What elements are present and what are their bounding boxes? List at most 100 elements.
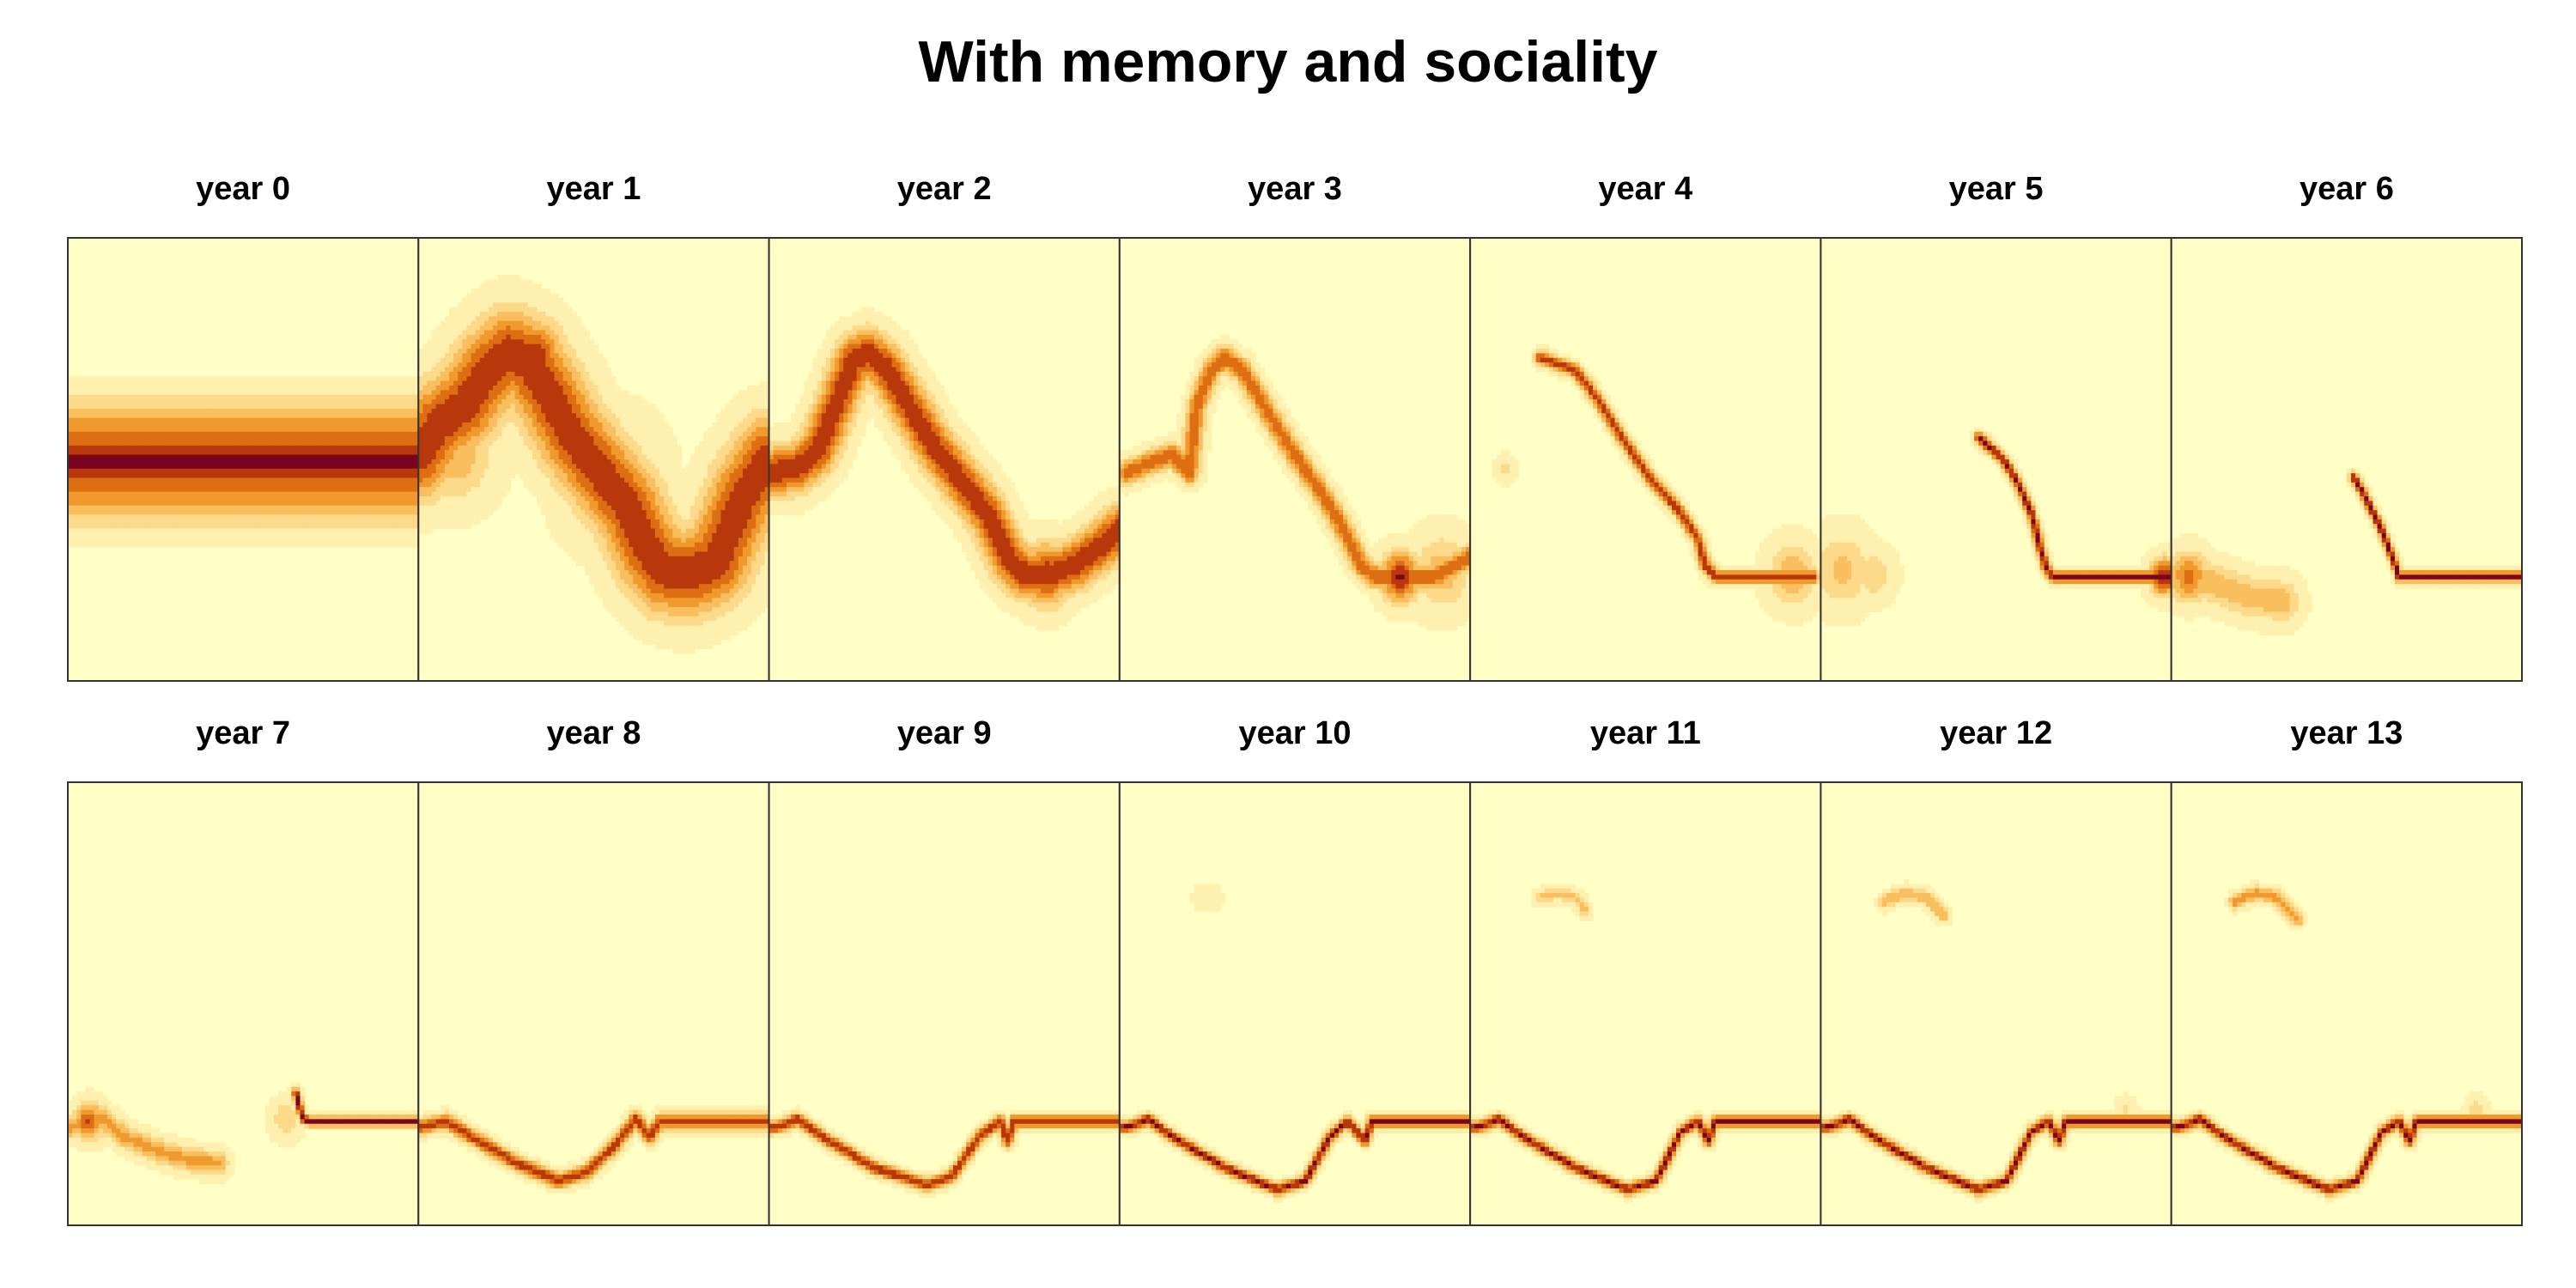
heatmap-cell [510, 316, 516, 322]
heatmap-cell [571, 380, 577, 386]
heatmap-cell [431, 334, 437, 340]
heatmap-cell [361, 514, 367, 520]
heatmap-cell [370, 533, 375, 538]
heatmap-cell [283, 524, 288, 530]
heatmap-cell [76, 394, 82, 400]
heatmap-cell [164, 390, 169, 396]
heatmap-cell [361, 422, 367, 428]
heatmap-cell [168, 496, 174, 501]
heatmap-cell [195, 380, 200, 386]
heatmap-cell [466, 362, 472, 368]
heatmap-cell [458, 427, 463, 433]
heatmap-cell [247, 386, 252, 391]
heatmap-cell [545, 289, 550, 295]
heatmap-cell [593, 349, 599, 354]
heatmap-cell [414, 468, 419, 474]
heatmap-cell [256, 464, 262, 470]
heatmap-cell [317, 514, 323, 520]
heatmap-cell [277, 510, 283, 516]
heatmap-cell [168, 514, 174, 520]
heatmap-cell [102, 491, 108, 497]
heatmap-cell [541, 390, 546, 396]
heatmap-cell [361, 386, 367, 391]
heatmap-cell [562, 316, 568, 322]
heatmap-cell [326, 533, 331, 538]
heatmap-cell [366, 386, 371, 391]
heatmap-cell [514, 312, 520, 317]
heatmap-cell [383, 491, 389, 497]
heatmap-cell [295, 524, 301, 530]
heatmap-cell [444, 454, 450, 460]
heatmap-cell [195, 436, 200, 442]
heatmap-cell [435, 380, 441, 386]
heatmap-cell [654, 436, 660, 442]
heatmap-cell [106, 491, 112, 497]
heatmap-cell [264, 380, 270, 386]
heatmap-cell [659, 413, 665, 419]
heatmap-cell [168, 487, 174, 493]
heatmap-cell [125, 519, 131, 525]
heatmap-cell [291, 440, 296, 447]
heatmap-cell [510, 330, 516, 336]
heatmap-cell [348, 445, 354, 451]
heatmap-cell [120, 454, 125, 460]
heatmap-cell [146, 454, 152, 460]
heatmap-cell [392, 413, 398, 419]
heatmap-cell [475, 330, 481, 336]
heatmap-cell [352, 404, 358, 410]
heatmap-cell [195, 542, 200, 548]
heatmap-cell [343, 399, 349, 405]
heatmap-cell [537, 436, 542, 442]
heatmap-cell [335, 501, 341, 507]
heatmap-cell [387, 408, 393, 414]
heatmap-cell [541, 376, 546, 382]
heatmap-cell [462, 334, 468, 340]
heatmap-cell [247, 431, 252, 437]
heatmap-cell [453, 450, 459, 456]
heatmap-cell [545, 408, 550, 414]
heatmap-cell [550, 413, 556, 419]
heatmap-cell [576, 408, 581, 414]
heatmap-cell [466, 459, 472, 465]
heatmap-cell [195, 399, 200, 405]
heatmap-cell [269, 533, 275, 538]
heatmap-cell [137, 376, 143, 382]
heatmap-cell [155, 505, 161, 511]
heatmap-cell [483, 357, 489, 363]
heatmap-cell [356, 394, 362, 400]
heatmap-cell [764, 417, 770, 423]
heatmap-cell [493, 464, 498, 470]
heatmap-cell [747, 454, 752, 460]
heatmap-cell [348, 450, 354, 456]
heatmap-cell [606, 386, 612, 391]
heatmap-cell [576, 320, 581, 326]
heatmap-cell [331, 445, 336, 451]
heatmap-cell [589, 459, 595, 465]
heatmap-cell [659, 459, 665, 465]
heatmap-cell [168, 422, 174, 428]
heatmap-cell [453, 394, 459, 400]
heatmap-cell [356, 473, 362, 479]
heatmap-cell [585, 394, 590, 400]
heatmap-cell [444, 394, 450, 400]
heatmap-cell [606, 399, 612, 405]
heatmap-cell [410, 459, 415, 465]
heatmap-cell [725, 422, 731, 428]
heatmap-cell [125, 390, 131, 396]
heatmap-cell [129, 501, 135, 507]
heatmap-cell [440, 386, 446, 391]
heatmap-cell [89, 477, 95, 483]
heatmap-cell [221, 399, 227, 405]
heatmap-cell [326, 399, 331, 405]
heatmap-cell [545, 325, 550, 331]
heatmap-cell [519, 312, 525, 317]
heatmap-cell [98, 496, 104, 501]
heatmap-cell [295, 390, 301, 396]
heatmap-cell [204, 413, 209, 419]
heatmap-cell [260, 524, 266, 530]
heatmap-cell [106, 380, 112, 386]
heatmap-cell [164, 408, 169, 414]
heatmap-cell [208, 399, 214, 405]
heatmap-cell [571, 325, 577, 331]
heatmap-cell [287, 386, 292, 391]
